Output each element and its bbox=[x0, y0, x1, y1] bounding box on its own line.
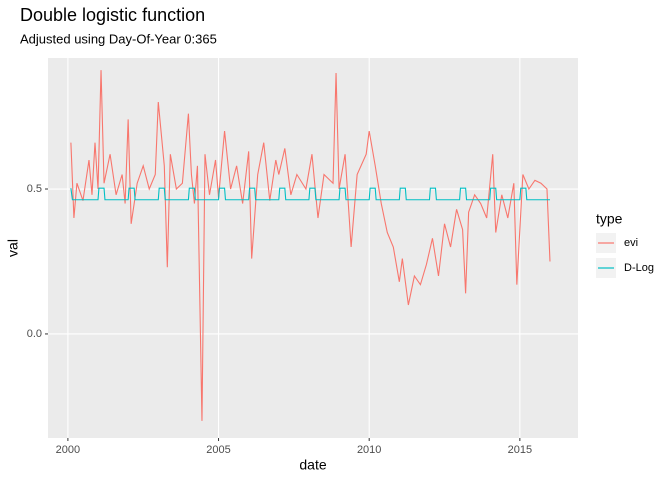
x-tick-label: 2015 bbox=[508, 444, 532, 456]
x-tick-label: 2005 bbox=[206, 444, 230, 456]
panel bbox=[48, 58, 578, 438]
series-line bbox=[70, 187, 550, 201]
x-axis-label: date bbox=[299, 457, 326, 473]
legend-title: type bbox=[596, 211, 623, 227]
chart-subtitle: Adjusted using Day-Of-Year 0:365 bbox=[20, 31, 217, 46]
series-line bbox=[70, 70, 551, 421]
legend-label: evi bbox=[624, 237, 638, 249]
x-tick-label: 2000 bbox=[56, 444, 80, 456]
y-tick-label: 0.0 bbox=[27, 328, 42, 340]
x-tick-label: 2010 bbox=[357, 444, 381, 456]
y-tick-label: 0.5 bbox=[27, 183, 42, 195]
y-axis-label: val bbox=[5, 239, 21, 257]
legend-label: D-Log bbox=[624, 262, 654, 274]
chart-title: Double logistic function bbox=[20, 5, 205, 25]
